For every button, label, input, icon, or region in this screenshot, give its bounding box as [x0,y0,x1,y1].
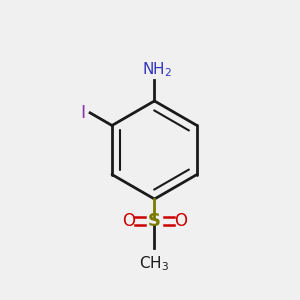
Text: O: O [122,212,135,230]
Text: CH$_3$: CH$_3$ [140,254,169,273]
Text: O: O [174,212,187,230]
Text: S: S [148,212,161,230]
Text: NH$_2$: NH$_2$ [142,60,172,79]
Text: I: I [80,104,86,122]
